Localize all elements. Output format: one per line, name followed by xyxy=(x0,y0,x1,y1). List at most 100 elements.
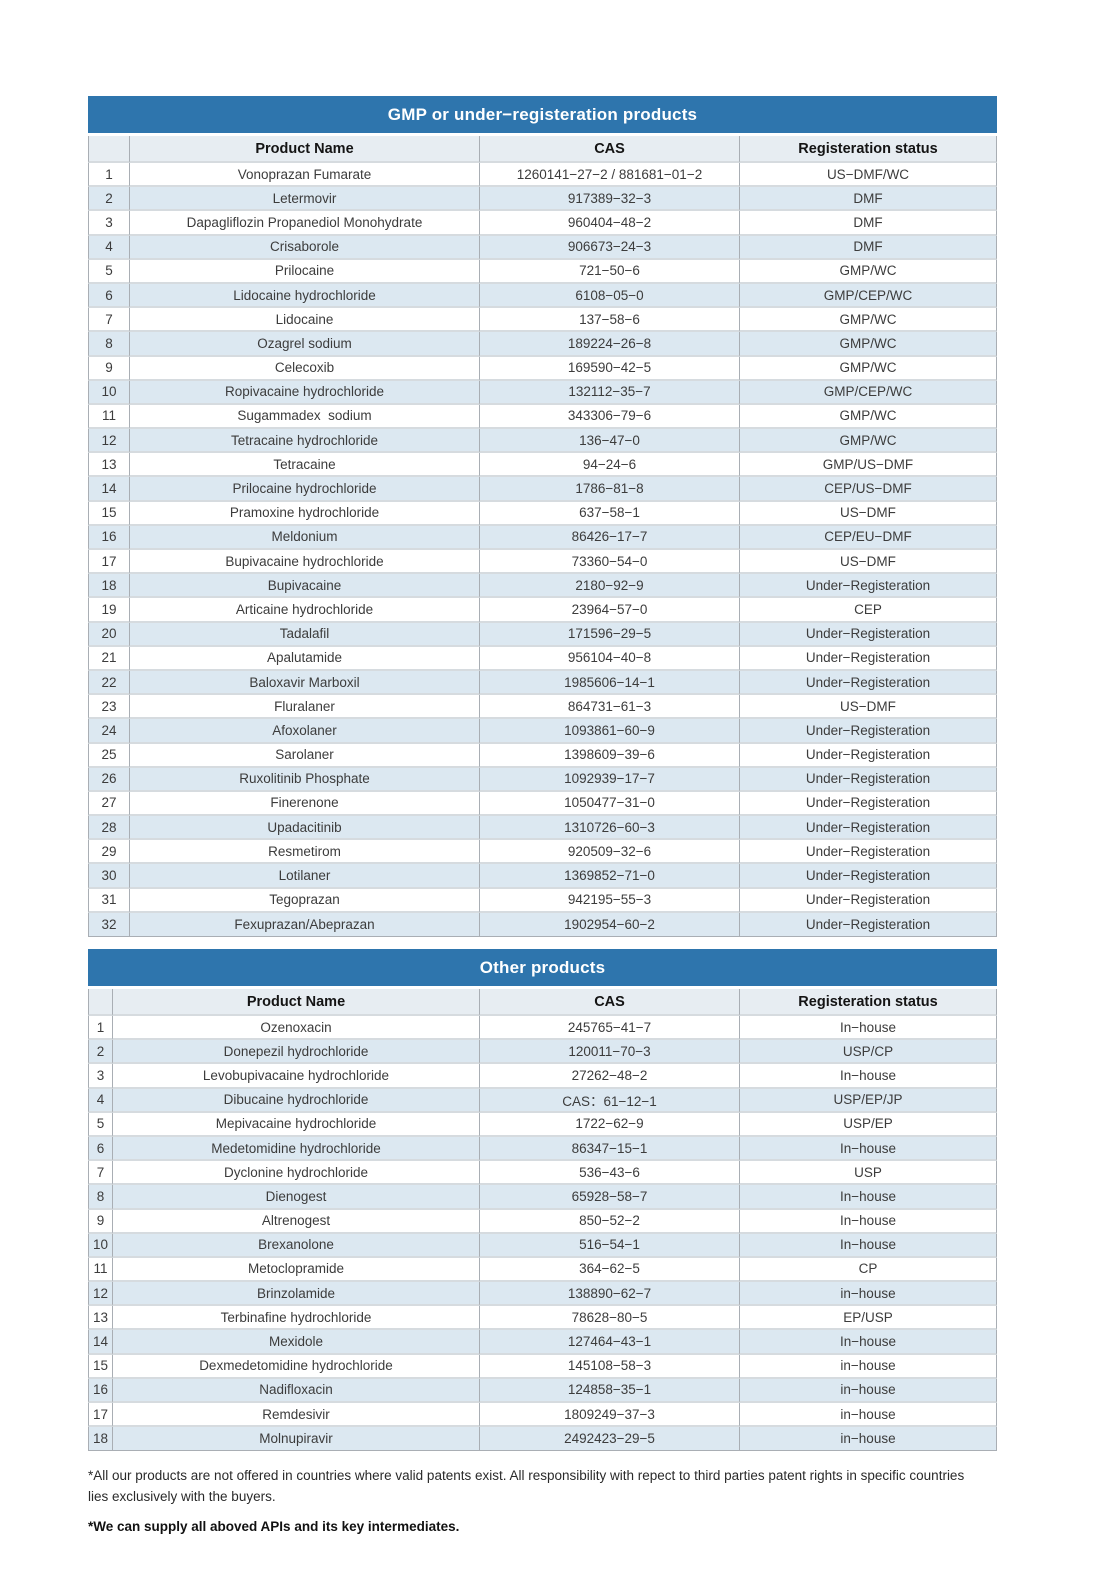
cas-number: CAS：61−12−1 xyxy=(480,1088,740,1113)
cas-number: 721−50−6 xyxy=(480,259,740,284)
table-row: 13 Terbinafine hydrochloride 78628−80−5 EP/… xyxy=(88,1306,997,1331)
table-row: 30 Lotilaner 1369852−71−0 Under−Registerati… xyxy=(88,864,997,889)
cas-number: 516−54−1 xyxy=(480,1233,740,1258)
registration-status: In−house xyxy=(740,1136,997,1162)
cas-number: 145108−58−3 xyxy=(480,1354,740,1379)
registration-status: in−house xyxy=(740,1378,997,1403)
table-row: 15 Dexmedetomidine hydrochloride 145108−58… xyxy=(88,1354,997,1379)
registration-status: In−house xyxy=(740,1185,997,1210)
table-row: 10 Brexanolone 516−54−1 In−house xyxy=(88,1233,997,1258)
product-name: Bupivacaine hydrochloride xyxy=(130,550,480,575)
table-row: 12 Tetracaine hydrochloride 136−47−0 GMP/WC xyxy=(88,429,997,454)
footnotes: *All our products are not offered in cou… xyxy=(88,1466,978,1534)
row-number: 11 xyxy=(88,1257,113,1283)
row-number: 9 xyxy=(88,1209,113,1234)
product-name: Articaine hydrochloride xyxy=(130,598,480,623)
table-row: 16 Meldonium 86426−17−7 CEP/EU−DMF xyxy=(88,525,997,550)
product-name: Ozenoxacin xyxy=(113,1016,480,1041)
table-row: 17 Bupivacaine hydrochloride 73360−54−0 US−… xyxy=(88,550,997,575)
registration-status: in−house xyxy=(740,1282,997,1307)
row-number: 18 xyxy=(88,574,130,599)
row-number: 1 xyxy=(88,163,130,188)
cas-number: 245765−41−7 xyxy=(480,1016,740,1041)
product-name: Metoclopramide xyxy=(113,1257,480,1283)
row-number: 15 xyxy=(88,501,130,526)
cas-number: 1092939−17−7 xyxy=(480,767,740,792)
row-number: 10 xyxy=(88,380,130,405)
product-name: Letermovir xyxy=(130,187,480,212)
product-name: Crisaborole xyxy=(130,235,480,260)
cas-number: 86426−17−7 xyxy=(480,525,740,550)
registration-status: in−house xyxy=(740,1354,997,1379)
cas-number: 127464−43−1 xyxy=(480,1330,740,1355)
registration-status: GMP/CEP/WC xyxy=(740,380,997,405)
table-row: 22 Baloxavir Marboxil 1985606−14−1 Under−Re… xyxy=(88,670,997,696)
product-name: Prilocaine hydrochloride xyxy=(130,477,480,502)
row-number: 16 xyxy=(88,525,130,550)
cas-number: 920509−32−6 xyxy=(480,840,740,865)
cas-number: 343306−79−6 xyxy=(480,404,740,430)
registration-status: In−house xyxy=(740,1064,997,1089)
cas-number: 1050477−31−0 xyxy=(480,791,740,817)
cas-number: 917389−32−3 xyxy=(480,187,740,212)
registration-status: GMP/CEP/WC xyxy=(740,283,997,309)
cas-number: 1722−62−9 xyxy=(480,1112,740,1137)
table-row: 18 Bupivacaine 2180−92−9 Under−Registeratio… xyxy=(88,574,997,599)
row-number: 10 xyxy=(88,1233,113,1258)
cas-number: 1902954−60−2 xyxy=(480,912,740,937)
row-number: 8 xyxy=(88,1185,113,1210)
row-number: 13 xyxy=(88,453,130,478)
cas-number: 1093861−60−9 xyxy=(480,719,740,744)
product-name: Tetracaine hydrochloride xyxy=(130,429,480,454)
registration-status: USP/CP xyxy=(740,1040,997,1065)
row-number: 8 xyxy=(88,332,130,357)
col-header-cas: CAS xyxy=(480,989,740,1016)
row-number: 3 xyxy=(88,211,130,236)
row-number: 6 xyxy=(88,1136,113,1162)
product-name: Terbinafine hydrochloride xyxy=(113,1306,480,1331)
registration-status: Under−Registeration xyxy=(740,622,997,647)
cas-number: 94−24−6 xyxy=(480,453,740,478)
registration-status: Under−Registeration xyxy=(740,574,997,599)
cas-number: 960404−48−2 xyxy=(480,211,740,236)
registration-status: US−DMF xyxy=(740,695,997,720)
product-name: Prilocaine xyxy=(130,259,480,284)
cas-number: 2180−92−9 xyxy=(480,574,740,599)
product-name: Tadalafil xyxy=(130,622,480,647)
registration-status: Under−Registeration xyxy=(740,670,997,696)
table-row: 18 Molnupiravir 2492423−29−5 in−house xyxy=(88,1427,997,1452)
row-number: 17 xyxy=(88,1403,113,1428)
product-name: Dapagliflozin Propanediol Monohydrate xyxy=(130,211,480,236)
row-number: 3 xyxy=(88,1064,113,1089)
registration-status: Under−Registeration xyxy=(740,816,997,841)
product-name: Altrenogest xyxy=(113,1209,480,1234)
registration-status: CEP/EU−DMF xyxy=(740,525,997,550)
row-number: 9 xyxy=(88,356,130,381)
row-number: 23 xyxy=(88,695,130,720)
table-row: 7 Lidocaine 137−58−6 GMP/WC xyxy=(88,308,997,333)
col-header-cas: CAS xyxy=(480,136,740,163)
row-number: 5 xyxy=(88,259,130,284)
product-name: Brinzolamide xyxy=(113,1282,480,1307)
row-number: 15 xyxy=(88,1354,113,1379)
row-number: 16 xyxy=(88,1378,113,1403)
table-row: 14 Prilocaine hydrochloride 1786−81−8 CEP/U… xyxy=(88,477,997,502)
registration-status: DMF xyxy=(740,187,997,212)
registration-status: Under−Registeration xyxy=(740,864,997,889)
cas-number: 138890−62−7 xyxy=(480,1282,740,1307)
product-name: Vonoprazan Fumarate xyxy=(130,163,480,188)
col-header-registration-status: Registeration status xyxy=(740,989,997,1016)
row-number: 21 xyxy=(88,646,130,671)
table-row: 8 Ozagrel sodium 189224−26−8 GMP/WC xyxy=(88,332,997,357)
product-name: Fexuprazan/Abeprazan xyxy=(130,912,480,937)
table-row: 28 Upadacitinib 1310726−60−3 Under−Register… xyxy=(88,816,997,841)
cas-number: 2492423−29−5 xyxy=(480,1427,740,1452)
registration-status: US−DMF/WC xyxy=(740,163,997,188)
registration-status: GMP/WC xyxy=(740,308,997,333)
product-name: Remdesivir xyxy=(113,1403,480,1428)
table-row: 1 Vonoprazan Fumarate 1260141−27−2 / 88168… xyxy=(88,163,997,188)
header-row: Product Name CAS Registeration status xyxy=(88,136,997,163)
registration-status: In−house xyxy=(740,1209,997,1234)
